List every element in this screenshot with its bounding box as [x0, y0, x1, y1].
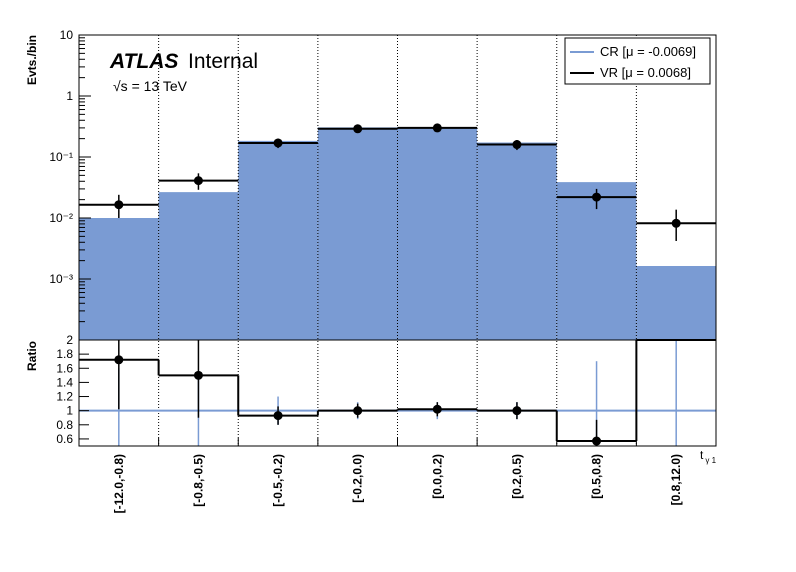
ratio-frame [78, 339, 717, 447]
x-category-label: [0.5,0.8) [590, 454, 604, 499]
ratio-y-tick-label: 1.2 [56, 390, 73, 404]
vr-point [273, 138, 283, 148]
cr-bar [158, 192, 239, 340]
ratio-point [273, 411, 283, 421]
ratio-point [114, 355, 124, 365]
vr-point [671, 218, 681, 228]
x-category-label: [-0.2,0.0) [351, 454, 365, 503]
internal-label: Internal [188, 50, 258, 73]
cr-bar [317, 127, 398, 341]
x-category-label: [-0.8,-0.5) [191, 454, 205, 507]
top-y-axis-title: Evts./bin [25, 35, 39, 85]
atlas-label: ATLAS [109, 50, 178, 73]
energy-label: √s = 13 TeV [113, 78, 188, 94]
top-pad: 10 1 10⁻¹ 10⁻² 10⁻³ [49, 28, 716, 446]
vr-point [592, 192, 602, 202]
legend-vr-label: VR [μ = 0.0068] [600, 65, 691, 80]
ratio-point [512, 406, 522, 416]
cr-bar [636, 266, 716, 340]
ratio-y-axis-title: Ratio [25, 341, 39, 371]
x-category-label: [0.8,12.0) [669, 454, 683, 505]
y-tick-label: 10⁻² [49, 211, 73, 225]
vr-point [193, 176, 203, 186]
ratio-y-tick-label: 1.4 [56, 375, 73, 389]
ratio-y-tick-label: 0.8 [56, 418, 73, 432]
ratio-y-tick-label: 1.6 [56, 361, 73, 375]
ratio-point [432, 404, 442, 414]
x-category-label: [-12.0,-0.8) [112, 454, 126, 513]
x-category-label: [0.0,0.2) [430, 454, 444, 499]
x-category-label: [-0.5,-0.2) [271, 454, 285, 507]
x-category-label: [0.2,0.5) [510, 454, 524, 499]
ratio-y-tick-label: 1 [66, 404, 73, 418]
legend: CR [μ = -0.0069] VR [μ = 0.0068] [564, 37, 711, 85]
ratio-point [193, 370, 203, 380]
ratio-point [353, 406, 363, 416]
ratio-y-tick-label: 2 [66, 333, 73, 347]
cr-bar [477, 142, 557, 340]
y-tick-label: 10⁻¹ [49, 150, 73, 164]
frames [78, 34, 717, 447]
vr-point [512, 140, 522, 150]
y-tick-label: 1 [66, 89, 73, 103]
vr-point [432, 123, 442, 133]
legend-cr-label: CR [μ = -0.0069] [600, 44, 696, 59]
vr-point [353, 124, 363, 134]
legend-box [564, 37, 711, 85]
y-tick-label: 10⁻³ [49, 272, 73, 286]
cr-bar [79, 218, 159, 340]
cr-bar [238, 141, 318, 340]
ratio-pad: 0.60.811.21.41.61.82 [-12.0,-0.8) [-0.8,-0… [56, 333, 716, 513]
ratio-y-tick-label: 1.8 [56, 347, 73, 361]
cr-bar [397, 127, 478, 341]
vr-point [114, 200, 124, 210]
ratio-point [592, 436, 602, 446]
ratio-y-tick-label: 0.6 [56, 432, 73, 446]
y-tick-label: 10 [60, 28, 74, 42]
